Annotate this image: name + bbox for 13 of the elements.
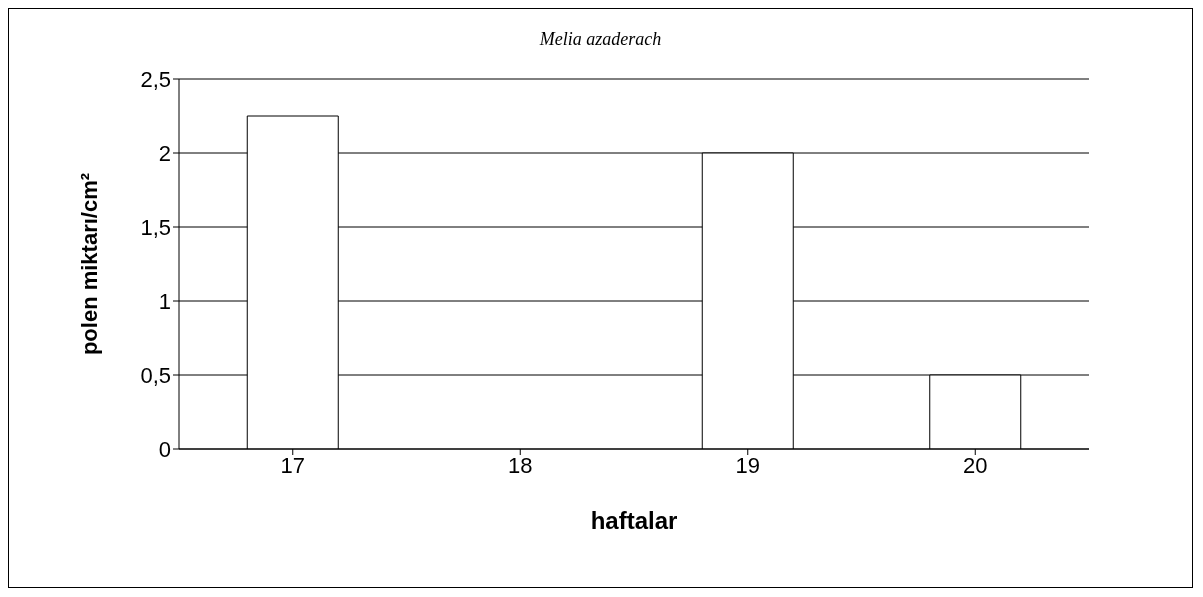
- y-tick-label: 0: [158, 436, 171, 462]
- x-axis-title: haftalar: [590, 507, 678, 534]
- x-tick-label: 18: [508, 452, 533, 478]
- x-tick-label: 19: [735, 452, 760, 478]
- y-tick-label: 2,5: [140, 66, 171, 92]
- x-tick-label: 17: [280, 452, 305, 478]
- y-tick-label: 1,5: [140, 214, 171, 240]
- y-axis-title: polen miktarı/cm²: [76, 172, 102, 356]
- y-tick-label: 0,5: [140, 362, 171, 388]
- x-tick-label: 20: [963, 452, 988, 478]
- chart-title: Melia azaderach: [538, 29, 663, 50]
- y-tick-label: 2: [158, 140, 171, 166]
- y-tick-label: 1: [158, 288, 171, 314]
